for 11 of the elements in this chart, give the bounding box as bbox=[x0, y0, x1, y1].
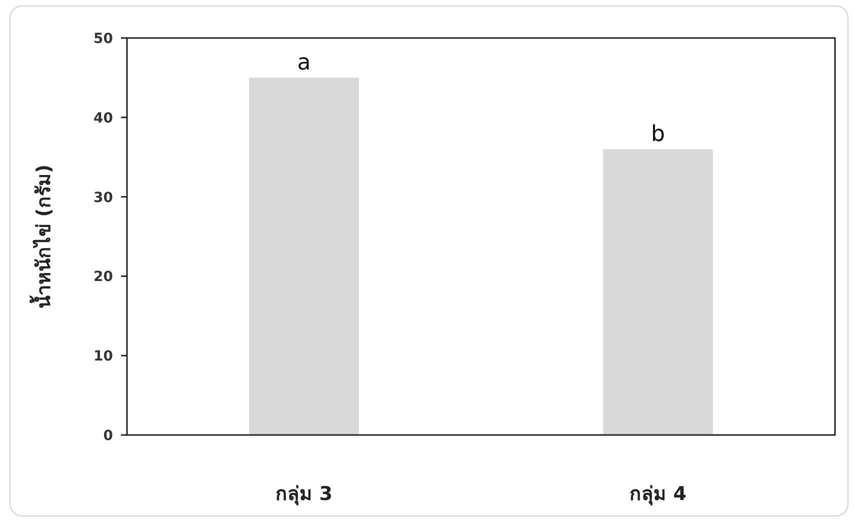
y-tick-label: 50 bbox=[94, 31, 114, 47]
annotation: a bbox=[297, 50, 311, 76]
y-tick-label: 10 bbox=[94, 348, 114, 365]
x-tick-label: กลุ่ม 3 bbox=[276, 483, 332, 506]
y-tick-label: 40 bbox=[94, 110, 114, 126]
annotation: b bbox=[651, 122, 665, 148]
y-tick-label: 30 bbox=[94, 190, 114, 206]
y-axis-title: น้ำหนักไข่ (กรัม) bbox=[29, 164, 55, 308]
y-tick-label: 20 bbox=[94, 269, 114, 286]
x-tick-label: กลุ่ม 4 bbox=[630, 483, 686, 506]
y-tick-label: 0 bbox=[103, 428, 114, 444]
